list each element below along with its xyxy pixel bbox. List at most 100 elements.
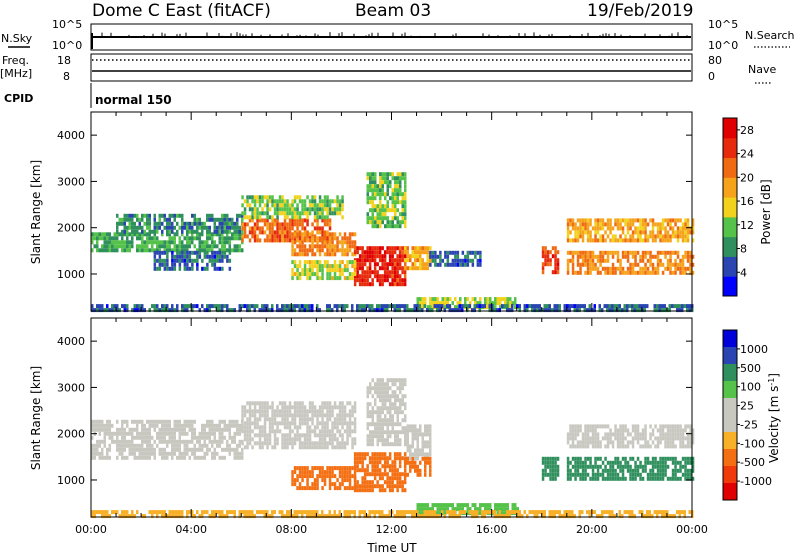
data-cell: [631, 308, 634, 313]
data-cell: [548, 510, 551, 515]
data-cell: [341, 445, 344, 450]
data-cell: [146, 443, 149, 448]
data-cell: [233, 451, 236, 456]
data-cell: [504, 503, 507, 508]
power-ylabel: Slant Range [km]: [29, 160, 43, 264]
data-cell: [158, 225, 161, 230]
data-cell: [584, 230, 587, 235]
data-cell: [278, 234, 282, 239]
data-cell: [266, 218, 269, 223]
data-cell: [558, 510, 561, 515]
data-cell: [123, 455, 126, 460]
data-cell: [191, 308, 194, 313]
data-cell: [424, 503, 427, 508]
data-cell: [348, 429, 352, 434]
data-cell: [221, 240, 224, 245]
data-cell: [163, 447, 166, 452]
data-cell: [183, 236, 186, 241]
data-cell: [456, 507, 459, 512]
data-cell: [248, 417, 252, 422]
data-cell: [429, 448, 432, 453]
data-cell: [586, 266, 590, 271]
data-cell: [641, 304, 644, 309]
data-cell: [504, 297, 507, 302]
data-cell: [348, 276, 352, 281]
data-cell: [93, 419, 96, 424]
data-cell: [381, 192, 384, 197]
data-cell: [218, 248, 221, 253]
data-cell: [168, 451, 171, 456]
data-cell: [163, 431, 166, 436]
data-cell: [281, 413, 284, 418]
data-cell: [421, 432, 424, 437]
data-cell: [576, 472, 580, 477]
data-cell: [206, 262, 209, 267]
data-cell: [218, 435, 221, 440]
data-cell: [333, 260, 337, 265]
data-cell: [429, 468, 432, 473]
data-cell: [343, 248, 347, 253]
data-cell: [258, 195, 262, 200]
data-cell: [679, 468, 682, 473]
data-cell: [361, 304, 364, 309]
data-cell: [348, 413, 352, 418]
data-cell: [376, 246, 379, 251]
data-cell: [614, 270, 617, 275]
data-cell: [661, 250, 665, 255]
data-cell: [211, 240, 214, 245]
data-cell: [371, 438, 374, 443]
data-cell: [148, 431, 151, 436]
data-cell: [276, 203, 279, 208]
data-cell: [128, 244, 131, 249]
data-cell: [318, 433, 322, 438]
data-cell: [396, 410, 399, 415]
data-cell: [466, 503, 469, 508]
data-cell: [679, 432, 682, 437]
data-cell: [679, 218, 682, 223]
data-cell: [96, 244, 99, 249]
data-cell: [241, 195, 244, 200]
data-cell: [371, 442, 374, 447]
data-cell: [246, 421, 249, 426]
data-cell: [148, 447, 151, 452]
data-cell: [261, 211, 264, 216]
data-cell: [303, 470, 307, 475]
data-cell: [553, 510, 556, 515]
data-cell: [358, 246, 362, 251]
data-cell: [609, 270, 612, 275]
data-cell: [211, 451, 214, 456]
data-cell: [641, 270, 645, 275]
data-cell: [356, 456, 359, 461]
data-cell: [589, 460, 592, 465]
data-cell: [473, 510, 476, 515]
data-cell: [416, 510, 419, 515]
data-cell: [569, 476, 572, 481]
data-cell: [291, 272, 294, 277]
data-cell: [579, 266, 582, 271]
data-cell: [276, 437, 279, 442]
data-cell: [371, 460, 374, 465]
data-cell: [379, 390, 382, 395]
data-cell: [366, 426, 369, 431]
data-cell: [384, 438, 387, 443]
data-cell: [211, 254, 214, 259]
data-cell: [148, 423, 151, 428]
data-cell: [393, 468, 397, 473]
data-cell: [273, 445, 277, 450]
data-cell: [579, 254, 582, 259]
data-cell: [391, 476, 394, 481]
data-cell: [156, 236, 159, 241]
data-cell: [311, 417, 314, 422]
data-cell: [609, 436, 612, 441]
data-cell: [168, 423, 171, 428]
data-cell: [641, 230, 645, 235]
data-cell: [313, 215, 317, 220]
data-cell: [636, 472, 640, 477]
data-cell: [556, 304, 559, 309]
data-cell: [296, 413, 299, 418]
data-cell: [243, 409, 247, 414]
data-cell: [321, 405, 324, 410]
data-cell: [376, 254, 379, 259]
data-cell: [116, 455, 119, 460]
data-cell: [556, 456, 560, 461]
